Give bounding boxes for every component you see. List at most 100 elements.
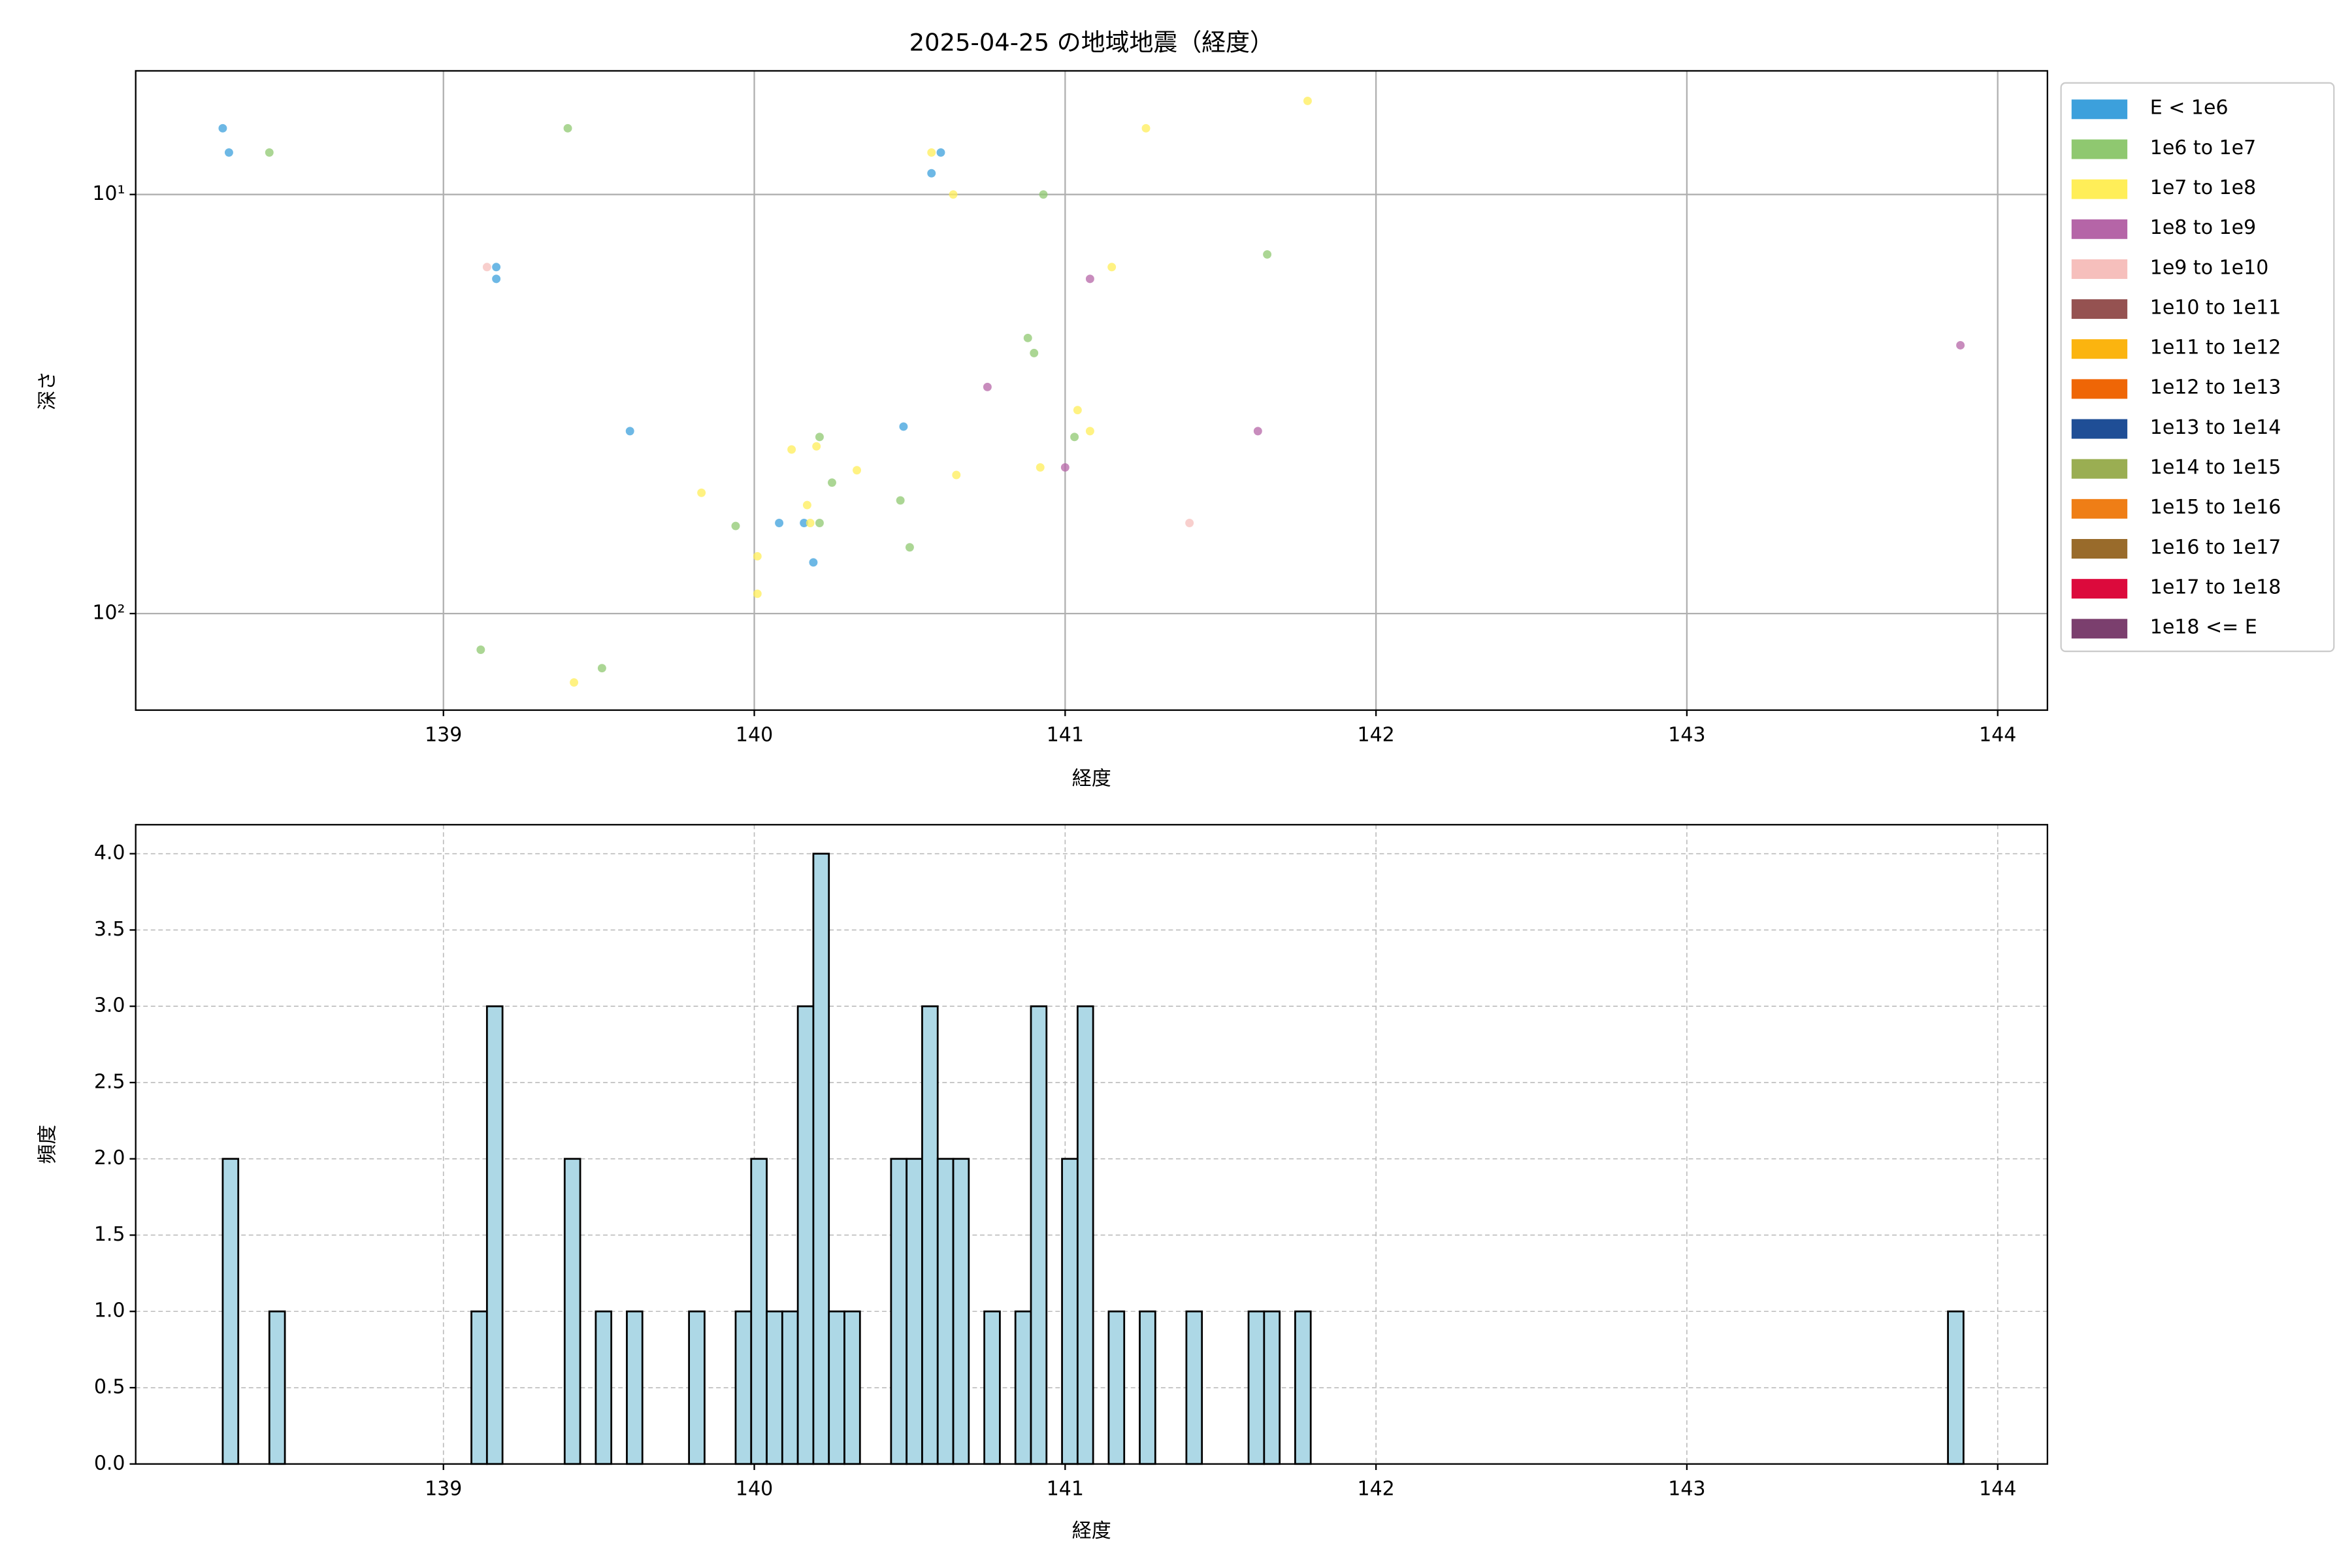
legend-label: 1e6 to 1e7 (2150, 137, 2256, 159)
bar (828, 1310, 845, 1465)
bar (781, 1310, 799, 1465)
y-tick-label: 1.0 (94, 1299, 125, 1322)
point (802, 500, 811, 510)
y-tick-label: 10¹ (92, 182, 125, 205)
legend-swatch (2071, 99, 2128, 120)
point (1263, 250, 1272, 259)
bar (1185, 1310, 1203, 1465)
point (927, 148, 936, 157)
bar (1076, 1005, 1094, 1465)
point (570, 678, 579, 687)
legend-swatch (2071, 139, 2128, 159)
y-tick-label: 2.0 (94, 1147, 125, 1169)
legend-label: 1e15 to 1e16 (2150, 496, 2281, 519)
point (1030, 348, 1039, 357)
legend-swatch (2071, 579, 2128, 599)
point (1085, 274, 1094, 284)
x-tick-label: 141 (1047, 1478, 1084, 1501)
legend-swatch (2071, 619, 2128, 639)
bar (1247, 1310, 1266, 1465)
bar (1014, 1310, 1032, 1465)
point (899, 422, 908, 431)
legend-swatch (2071, 379, 2128, 399)
x-tick-label: 142 (1357, 1478, 1394, 1501)
bar (1061, 1158, 1079, 1465)
legend-label: 1e13 to 1e14 (2150, 416, 2281, 439)
x-tick-label: 143 (1668, 1478, 1705, 1501)
bar (952, 1158, 970, 1465)
point (563, 123, 572, 133)
bar (890, 1158, 908, 1465)
point (927, 169, 936, 178)
point (787, 445, 796, 454)
legend-box (2060, 82, 2335, 653)
point (896, 496, 905, 505)
y-tick-label: 2.5 (94, 1070, 125, 1093)
point (853, 466, 862, 475)
legend-label: 1e10 to 1e11 (2150, 296, 2281, 319)
y-tick-label: 0.5 (94, 1376, 125, 1399)
y-tick-label: 4.0 (94, 841, 125, 864)
point (1023, 333, 1032, 342)
legend-label: 1e16 to 1e17 (2150, 536, 2281, 559)
x-tick-label: 144 (1979, 1478, 2016, 1501)
point (1073, 406, 1082, 415)
point (809, 558, 818, 567)
point (1070, 433, 1079, 442)
bar (595, 1310, 613, 1465)
bar (1294, 1310, 1312, 1465)
point (949, 190, 958, 199)
point (1085, 427, 1094, 436)
legend-label: 1e17 to 1e18 (2150, 576, 2281, 599)
bar (1139, 1310, 1156, 1465)
point (697, 488, 706, 497)
bar (750, 1158, 768, 1465)
bar (983, 1310, 1001, 1465)
point (1039, 190, 1048, 199)
legend-label: E < 1e6 (2150, 97, 2229, 120)
point (815, 519, 824, 527)
point (1956, 341, 1965, 350)
bar (563, 1158, 581, 1465)
bar (1263, 1310, 1281, 1465)
legend-label: 1e9 to 1e10 (2150, 256, 2269, 279)
point (476, 645, 485, 654)
bar (221, 1158, 240, 1465)
x-tick-label: 140 (736, 1478, 773, 1501)
legend-swatch (2071, 219, 2128, 239)
legend-label: 1e7 to 1e8 (2150, 176, 2256, 199)
bar (921, 1005, 939, 1465)
point (1303, 96, 1312, 105)
bar (843, 1310, 861, 1465)
legend-label: 1e8 to 1e9 (2150, 216, 2256, 239)
point (482, 263, 491, 272)
point (265, 148, 274, 157)
legend-swatch (2071, 179, 2128, 199)
point (983, 382, 992, 391)
x-tick-label: 142 (1357, 724, 1394, 747)
y-tick-label: 3.0 (94, 994, 125, 1017)
point (731, 521, 740, 531)
point (815, 433, 824, 442)
bar (936, 1158, 955, 1465)
point (905, 543, 914, 552)
x-tick-label: 143 (1668, 724, 1705, 747)
x-tick-label: 140 (736, 724, 773, 747)
point (806, 519, 815, 527)
legend-swatch (2071, 539, 2128, 559)
bar (906, 1158, 923, 1465)
legend-swatch (2071, 299, 2128, 319)
point (753, 551, 762, 561)
point (812, 442, 821, 451)
x-axis-label: 経度 (1072, 1520, 1111, 1543)
y-tick-label: 0.0 (94, 1452, 125, 1475)
y-tick-label: 3.5 (94, 918, 125, 941)
point (218, 123, 227, 133)
point (1141, 123, 1151, 133)
legend-swatch (2071, 419, 2128, 439)
legend-swatch (2071, 259, 2128, 279)
legend-swatch (2071, 459, 2128, 479)
bar (1947, 1310, 1965, 1465)
bar (268, 1310, 286, 1465)
legend-swatch (2071, 339, 2128, 359)
